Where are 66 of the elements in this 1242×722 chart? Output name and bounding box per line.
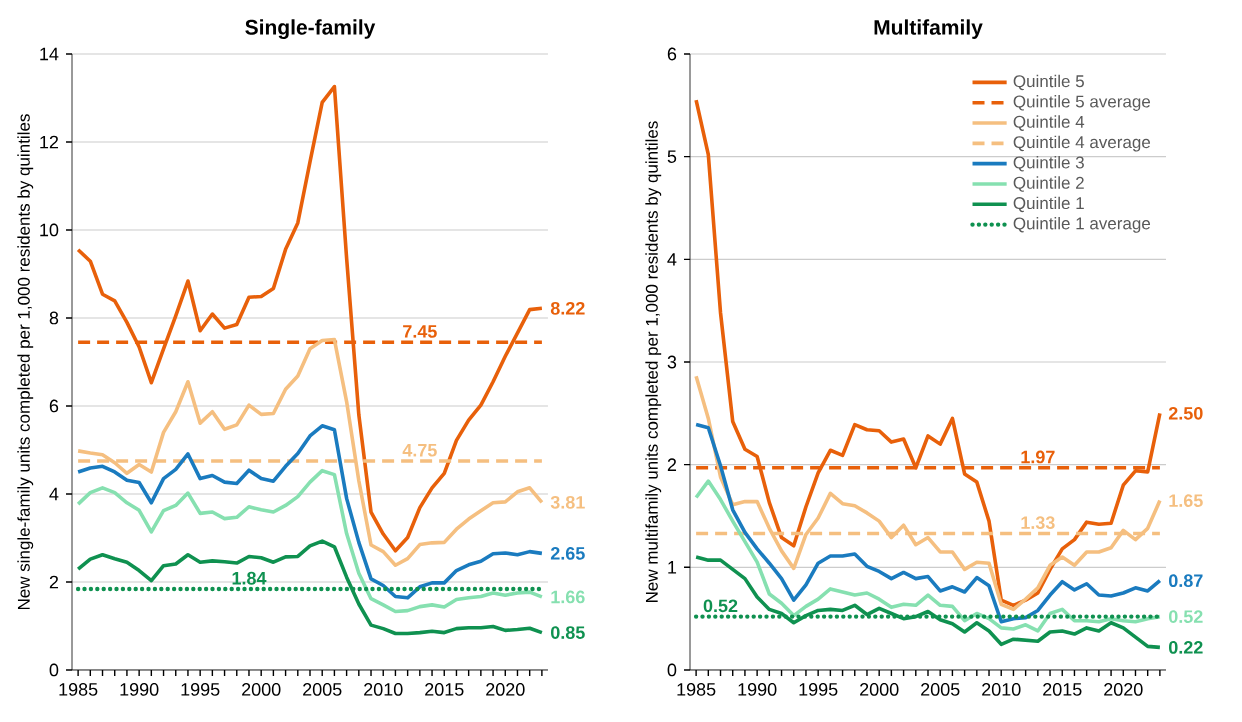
x-tick-label: 2010: [982, 683, 1021, 696]
y-tick-label: 4: [49, 487, 59, 501]
annotation: 1.84: [232, 571, 267, 585]
y-tick-label: 14: [40, 47, 59, 61]
y-tick-label: 4: [667, 253, 677, 266]
x-tick-label: 1990: [120, 683, 159, 696]
annotation: 1.66: [551, 590, 585, 604]
x-tick-label: 1995: [799, 683, 838, 696]
x-tick-label: 2005: [303, 683, 342, 696]
y-tick-label: 1: [668, 561, 677, 574]
legend-label: Quintile 5: [1013, 74, 1084, 91]
line-series: [694, 479, 1162, 633]
legend-label: Quintile 2: [1013, 176, 1084, 192]
annotation: 1.33: [1021, 516, 1055, 530]
line-series: [694, 374, 1162, 612]
line-series: [76, 337, 544, 568]
annotation: 2.50: [1168, 406, 1203, 420]
x-tick-label: 2000: [242, 683, 281, 696]
x-tick-label: 1985: [677, 683, 716, 696]
legend-label: Quintile 5 average: [1013, 95, 1151, 111]
legend-label: Quintile 4 average: [1013, 135, 1151, 152]
y-tick-label: 2: [667, 458, 677, 471]
y-tick-label: 0: [49, 663, 59, 677]
annotation: 8.22: [550, 301, 585, 315]
y-tick-label: 6: [667, 47, 677, 61]
legend-label: Quintile 4: [1013, 115, 1085, 131]
y-axis-title: New multifamily units completed per 1,000 residents by quintiles: [645, 121, 662, 603]
chart-title: Single-family: [245, 19, 376, 39]
y-tick-label: 3: [667, 355, 677, 369]
x-tick-label: 2020: [486, 683, 525, 696]
y-axis-title: New single-family units completed per 1,000 residents by quintiles: [17, 114, 34, 610]
annotation: 0.52: [1169, 610, 1203, 623]
x-tick-label: 2005: [921, 683, 960, 696]
x-tick-label: 1985: [59, 683, 98, 696]
x-tick-label: 2010: [364, 683, 403, 696]
x-tick-label: 2015: [1043, 683, 1082, 696]
y-tick-label: 5: [667, 150, 677, 163]
annotation: 0.87: [1169, 574, 1203, 588]
line-series: [694, 422, 1162, 624]
annotation: 0.22: [1169, 641, 1203, 654]
legend-label: Quintile 1 average: [1013, 216, 1151, 233]
x-tick-label: 1995: [181, 683, 220, 696]
y-tick-label: 2: [49, 575, 59, 589]
line-series: [76, 468, 544, 614]
annotation: 4.75: [402, 444, 437, 457]
chart-title: Multifamily: [874, 19, 983, 39]
x-tick-label: 1990: [738, 683, 777, 696]
line-series: [76, 423, 544, 600]
annotation: 7.45: [403, 325, 437, 338]
y-tick-label: 12: [40, 135, 59, 149]
legend-label: Quintile 1: [1013, 196, 1084, 213]
x-tick-label: 2000: [860, 683, 899, 696]
y-tick-label: 6: [49, 399, 59, 413]
annotation: 2.65: [550, 547, 585, 560]
x-tick-label: 2020: [1104, 683, 1143, 696]
line-series: [76, 539, 544, 636]
annotation: 1.97: [1021, 450, 1055, 464]
legend-label: Quintile 3: [1013, 155, 1084, 172]
x-tick-label: 2015: [425, 683, 464, 696]
annotation: 1.65: [1169, 494, 1203, 507]
annotation: 3.81: [550, 495, 585, 509]
y-tick-label: 8: [49, 311, 59, 325]
y-tick-label: 0: [667, 663, 677, 677]
y-tick-label: 10: [40, 223, 59, 237]
annotation: 0.52: [703, 599, 738, 613]
annotation: 0.85: [551, 626, 585, 639]
